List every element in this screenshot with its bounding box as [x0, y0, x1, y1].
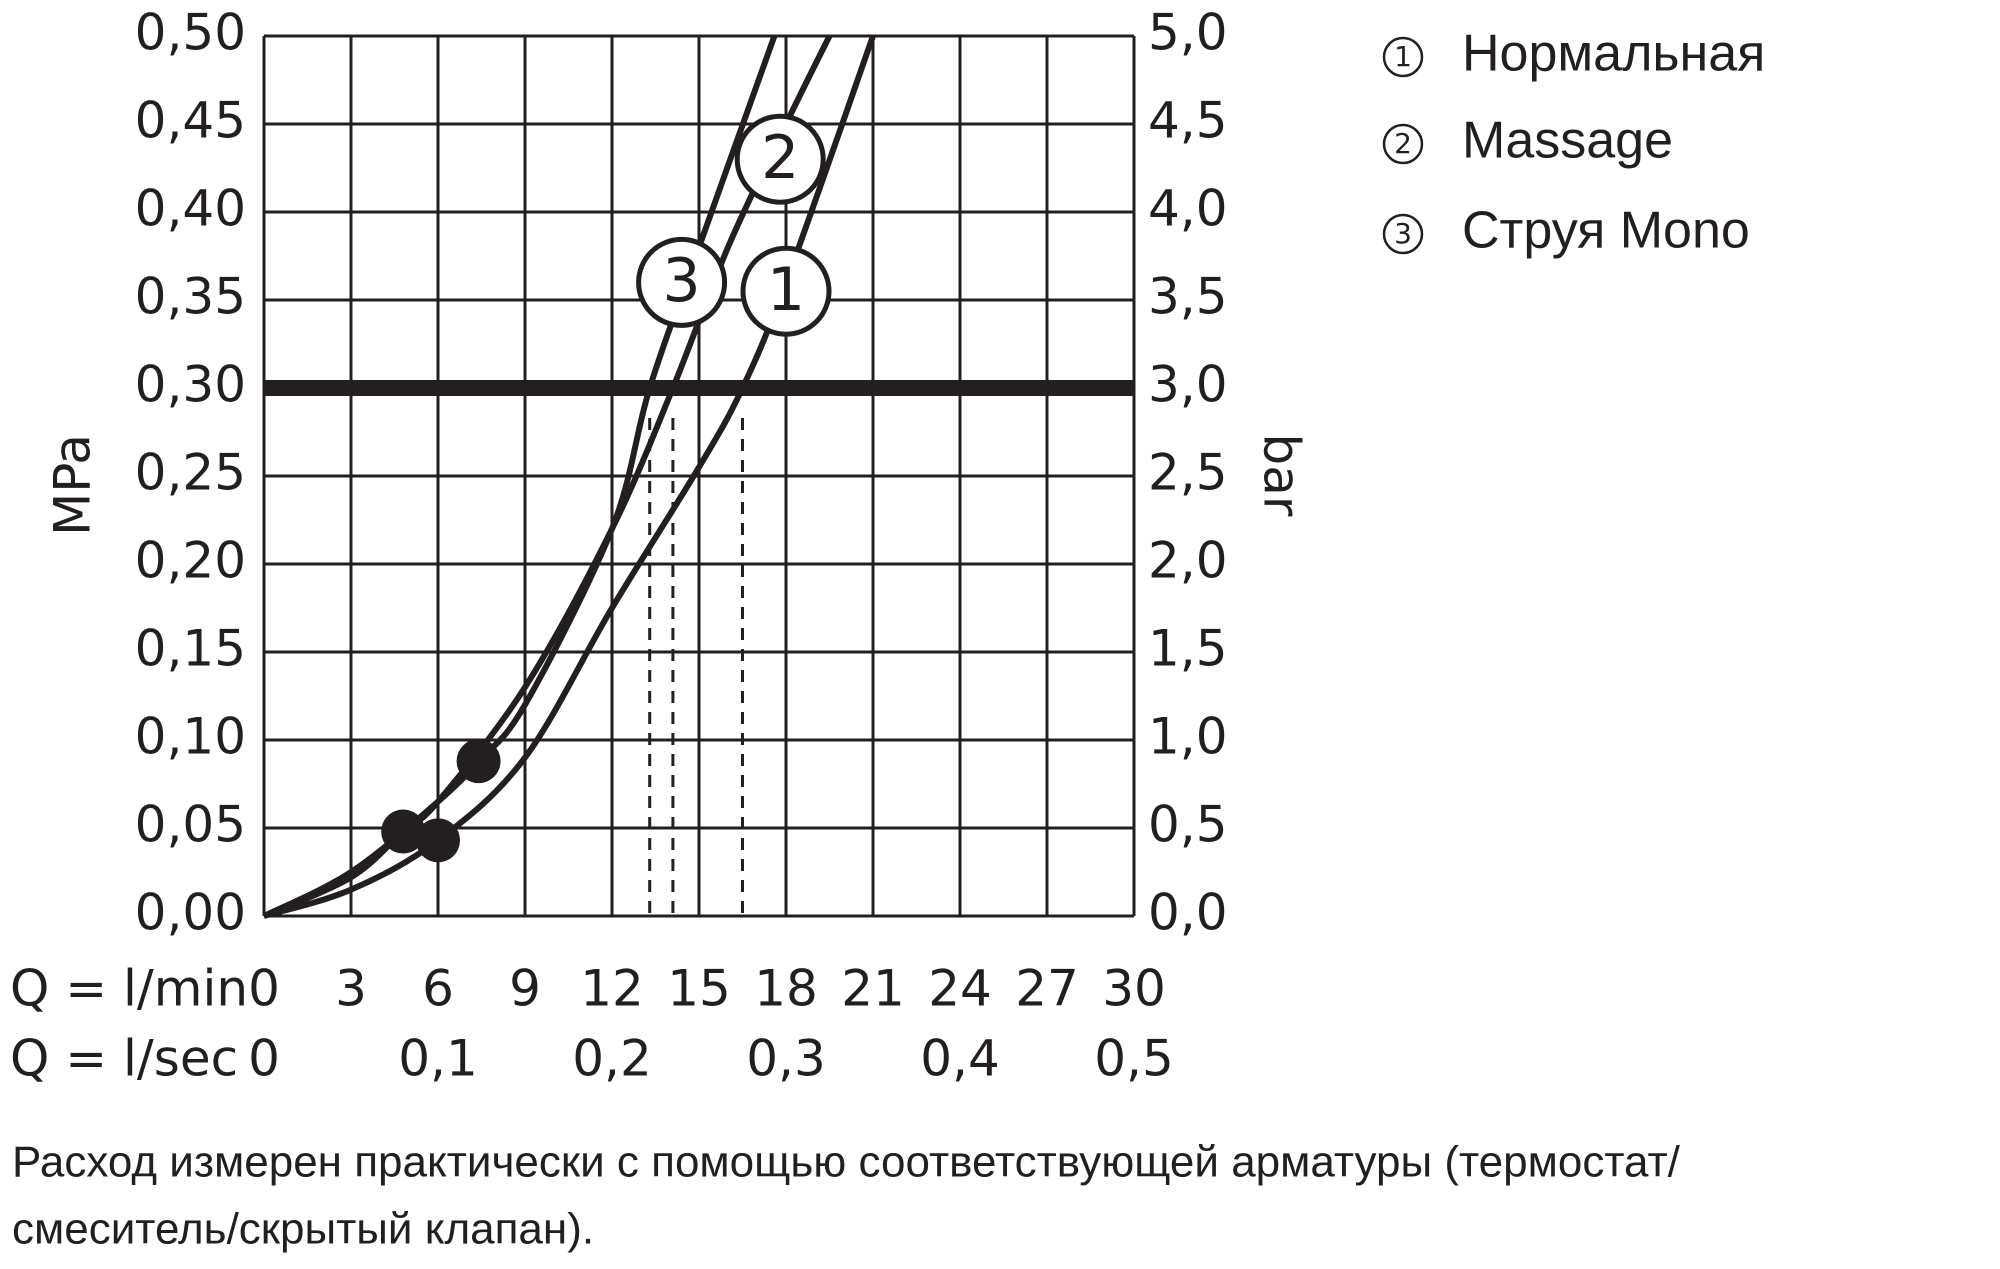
y2-tick-label: 3,5 — [1148, 268, 1228, 326]
x-tick-label: 9 — [509, 960, 541, 1018]
x-tick-label: 15 — [667, 960, 731, 1018]
footnote: Расход измерен практически с помощью соо… — [12, 1138, 1681, 1187]
curve-badge — [734, 113, 826, 205]
x2-tick-label: 0,2 — [572, 1030, 652, 1088]
legend-label: Струя Mono — [1462, 202, 1750, 260]
legend-badge — [1382, 213, 1424, 255]
legend-label: Нормальная — [1462, 25, 1765, 83]
curve-label: 3 — [663, 246, 701, 316]
y-tick-label: 0,10 — [135, 708, 246, 766]
curve-badge — [636, 236, 728, 328]
y-tick-label: 0,50 — [135, 4, 246, 62]
y2-tick-label: 0,5 — [1148, 796, 1228, 854]
legend-number: 1 — [1394, 40, 1412, 73]
x-tick-label: 18 — [754, 960, 818, 1018]
y2-tick-label: 2,5 — [1148, 444, 1228, 502]
y2-tick-label: 4,5 — [1148, 92, 1228, 150]
x-axis-label: Q = l/min — [10, 960, 248, 1018]
legend-number: 3 — [1394, 217, 1412, 250]
y-tick-label: 0,05 — [135, 796, 246, 854]
x-tick-label: 3 — [335, 960, 367, 1018]
point-marker — [416, 818, 460, 863]
x-tick-label: 0 — [248, 960, 280, 1018]
x-tick-label: 12 — [580, 960, 644, 1018]
x2-tick-label: 0,5 — [1094, 1030, 1174, 1088]
y2-tick-label: 3,0 — [1148, 356, 1228, 414]
legend-badge — [1382, 123, 1424, 165]
legend-badge — [1382, 36, 1424, 78]
curve-label: 1 — [767, 255, 805, 325]
x2-tick-label: 0,1 — [398, 1030, 478, 1088]
x-tick-label: 6 — [422, 960, 454, 1018]
y2-tick-label: 1,5 — [1148, 620, 1228, 678]
x2-tick-label: 0 — [248, 1030, 280, 1088]
x2-tick-label: 0,4 — [920, 1030, 1000, 1088]
y2-tick-label: 1,0 — [1148, 708, 1228, 766]
legend-label: Massage — [1462, 112, 1673, 170]
y-tick-label: 0,00 — [135, 884, 246, 942]
y2-tick-label: 2,0 — [1148, 532, 1228, 590]
x-tick-label: 27 — [1015, 960, 1079, 1018]
point-marker — [456, 739, 501, 784]
y-tick-label: 0,15 — [135, 620, 246, 678]
x2-tick-label: 0,3 — [746, 1030, 826, 1088]
footnote: смеситель/скрытый клапан). — [12, 1205, 594, 1254]
y-tick-label: 0,40 — [135, 180, 246, 238]
x-tick-label: 21 — [841, 960, 905, 1018]
y-tick-label: 0,25 — [135, 444, 246, 502]
x-tick-label: 24 — [928, 960, 992, 1018]
curve-badge — [740, 245, 832, 337]
x2-axis-label: Q = l/sec — [10, 1030, 238, 1088]
y-tick-label: 0,35 — [135, 268, 246, 326]
y-tick-label: 0,20 — [135, 532, 246, 590]
curve-label: 2 — [761, 123, 799, 193]
y2-axis-label: bar — [1253, 434, 1311, 517]
y-tick-label: 0,45 — [135, 92, 246, 150]
y-axis-label: MPa — [44, 434, 102, 536]
y2-tick-label: 4,0 — [1148, 180, 1228, 238]
y2-tick-label: 0,0 — [1148, 884, 1228, 942]
x-tick-label: 30 — [1102, 960, 1166, 1018]
y-tick-label: 0,30 — [135, 356, 246, 414]
legend-number: 2 — [1394, 127, 1412, 160]
y2-tick-label: 5,0 — [1148, 4, 1228, 62]
